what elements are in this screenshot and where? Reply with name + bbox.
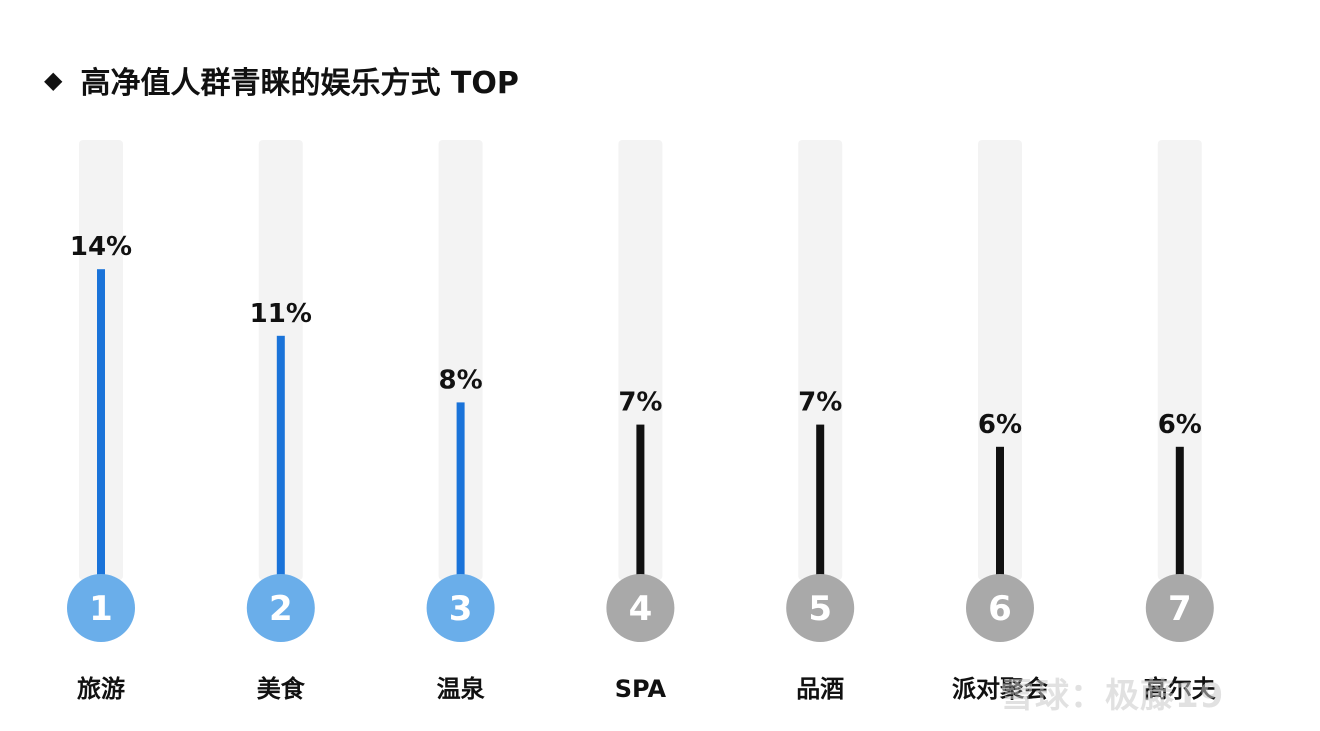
bar-track (1157, 140, 1202, 580)
rank-number: 5 (808, 589, 832, 629)
value-label: 11% (250, 299, 312, 329)
value-label: 7% (618, 388, 662, 418)
value-label: 14% (70, 232, 132, 262)
rank-circle (67, 574, 135, 642)
value-label: 6% (978, 410, 1022, 440)
diamond-icon: ◆ (44, 66, 63, 94)
rank-circle (606, 574, 675, 642)
category-label: 旅游 (77, 675, 125, 703)
rank-number: 3 (449, 589, 473, 629)
rank-circle (786, 574, 855, 642)
rank-number: 7 (1168, 589, 1192, 629)
rank-circle (966, 574, 1034, 642)
value-label: 7% (798, 388, 842, 418)
bar (97, 269, 105, 580)
rank-circle (426, 574, 495, 642)
category-label: SPA (615, 675, 667, 703)
rank-circle (1145, 574, 1214, 642)
category-label: 温泉 (437, 675, 486, 703)
category-label: 品酒 (796, 675, 844, 703)
chart-title: ◆ 高净值人群青睐的娱乐方式 TOP (44, 58, 519, 102)
watermark: 雪球：极藤19 (1000, 676, 1225, 716)
value-label: 8% (439, 365, 483, 395)
bar (996, 446, 1004, 580)
bar-track (798, 140, 843, 580)
bar-track (618, 140, 663, 580)
category-label: 美食 (257, 675, 306, 703)
bar (456, 402, 465, 580)
bar (816, 424, 825, 580)
bar (1175, 446, 1184, 580)
bar-track (978, 140, 1022, 580)
bar (636, 424, 645, 580)
rank-number: 4 (629, 589, 653, 629)
bar-track (438, 140, 483, 580)
category-label: 派对聚会 (952, 675, 1048, 703)
category-label: 高尔夫 (1144, 675, 1217, 703)
rank-number: 1 (89, 589, 113, 629)
chart-title-text: 高净值人群青睐的娱乐方式 TOP (80, 66, 519, 101)
value-label: 6% (1158, 410, 1202, 440)
rank-number: 2 (269, 589, 293, 629)
bar (276, 335, 285, 580)
rank-circle (246, 574, 315, 642)
rank-number: 6 (988, 589, 1012, 629)
